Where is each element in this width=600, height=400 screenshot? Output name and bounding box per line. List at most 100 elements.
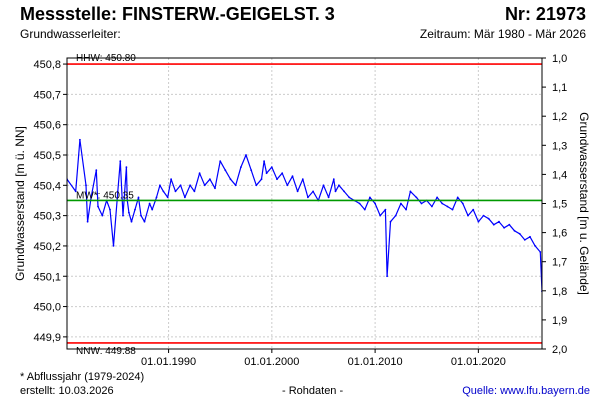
data-point	[184, 196, 186, 199]
data-point	[265, 172, 268, 175]
y-axis-title: Grundwasserstand [m ü. NN]	[13, 126, 27, 281]
data-point	[492, 223, 495, 226]
data-point	[451, 208, 454, 211]
data-point	[446, 205, 449, 208]
created-date: erstellt: 10.03.2026	[20, 385, 114, 397]
data-point	[296, 190, 299, 193]
y2-tick-label: 1,3	[552, 140, 567, 152]
y2-tick-label: 1,0	[552, 53, 567, 65]
reference-lines: HHW: 450.80 MW*: 450.35 NNW: 449.88	[67, 53, 542, 357]
data-point	[389, 220, 392, 223]
data-point	[513, 229, 516, 232]
data-point	[472, 208, 475, 211]
data-point	[79, 138, 81, 141]
data-point	[327, 196, 330, 199]
data-point	[140, 214, 142, 217]
data-point	[467, 214, 469, 217]
y-tick-label: 450,2	[33, 241, 61, 253]
data-point	[112, 245, 115, 247]
data-point	[539, 251, 542, 253]
data-point	[74, 190, 77, 193]
data-point	[240, 166, 242, 169]
data-point	[301, 178, 304, 181]
data-point	[420, 202, 423, 205]
grid	[67, 58, 542, 349]
y2-tick-label: 1,9	[552, 315, 567, 327]
data-point	[363, 208, 366, 211]
plot-frame	[66, 57, 543, 350]
data-point	[109, 208, 111, 211]
data-point	[503, 226, 505, 229]
data-point	[508, 223, 511, 226]
data-point	[436, 196, 438, 199]
data-point	[263, 160, 265, 163]
data-point	[441, 202, 444, 205]
data-point	[250, 169, 253, 172]
data-point	[281, 172, 284, 175]
data-point	[529, 235, 531, 238]
data-point	[307, 196, 309, 199]
reference-label: MW*: 450.35	[76, 190, 134, 201]
data-point	[174, 190, 177, 193]
data-point	[477, 220, 480, 223]
y2-tick-label: 1,5	[552, 199, 567, 211]
data-point	[291, 175, 294, 178]
data-point	[270, 166, 273, 169]
data-point	[85, 184, 87, 187]
data-point	[229, 178, 232, 181]
data-point	[338, 184, 340, 187]
data-point	[214, 187, 216, 190]
data-point	[203, 184, 206, 187]
data-point	[461, 202, 464, 205]
data-point	[358, 202, 361, 205]
data-point	[369, 196, 371, 199]
data-point	[90, 196, 92, 199]
data-point	[101, 214, 104, 217]
y2-tick-label: 1,4	[552, 169, 567, 181]
station-title: Messstelle: FINSTERW.-GEIGELST. 3	[20, 4, 335, 24]
data-point	[166, 196, 169, 199]
data-point	[343, 190, 345, 193]
data-point	[312, 190, 314, 193]
data-point	[151, 208, 154, 211]
data-point	[332, 178, 335, 181]
data-point	[170, 178, 173, 181]
data-point	[116, 190, 119, 193]
data-point	[348, 196, 351, 199]
data-point	[334, 190, 337, 193]
data-point	[234, 184, 237, 187]
y-tick-label: 450,7	[33, 89, 61, 101]
data-point	[245, 154, 247, 156]
source-link[interactable]: Quelle: www.lfu.bayern.de	[462, 385, 590, 397]
data-point	[322, 184, 325, 187]
data-point	[534, 245, 536, 247]
data-point	[189, 184, 192, 187]
data-point	[219, 160, 222, 163]
data-point	[415, 196, 418, 199]
data-point	[523, 239, 526, 241]
data-point	[374, 202, 376, 205]
data-point	[209, 178, 211, 181]
station-number: Nr: 21973	[504, 4, 586, 24]
data-point	[155, 196, 158, 199]
data-point	[482, 214, 485, 217]
data-point	[127, 211, 130, 214]
data-point	[179, 184, 182, 187]
reference-label: HHW: 450.80	[76, 53, 136, 64]
data-point	[130, 220, 133, 223]
series-line-0	[67, 139, 542, 292]
data-point	[122, 214, 124, 217]
footnote: * Abflussjahr (1979-2024)	[20, 371, 145, 383]
data-point	[97, 205, 99, 208]
y2-tick-label: 1,1	[552, 82, 567, 94]
data-point	[384, 208, 387, 211]
data-point	[224, 169, 227, 172]
data-point	[498, 220, 500, 223]
data-point	[255, 184, 258, 187]
data-point	[409, 190, 412, 193]
y-tick-label: 449,9	[33, 332, 61, 344]
data-point	[137, 196, 140, 199]
y-tick-label: 450,4	[33, 180, 61, 192]
y-tick-label: 450,3	[33, 211, 61, 223]
